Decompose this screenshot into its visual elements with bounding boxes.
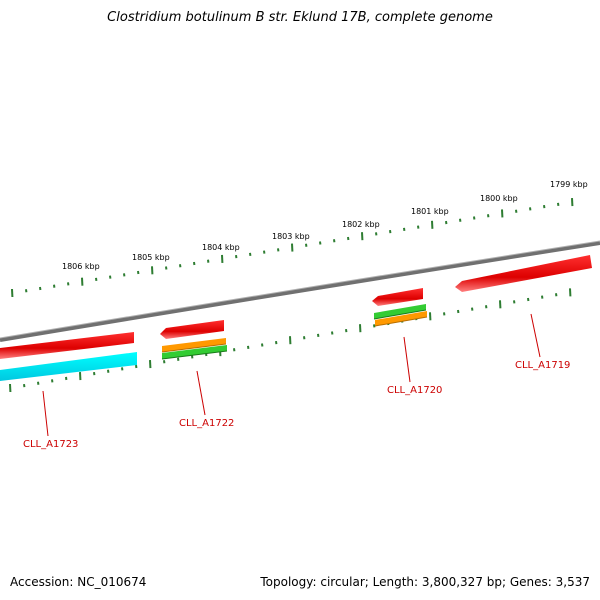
gene-feature-cll-a1719[interactable]	[455, 255, 592, 292]
kbp-label-1801: 1801 kbp	[411, 207, 449, 216]
kbp-label-1799: 1799 kbp	[550, 180, 588, 189]
gene-feature-cll-a1722[interactable]	[160, 320, 228, 360]
genome-summary-text: Topology: circular; Length: 3,800,327 bp…	[260, 575, 590, 589]
leader-line-cll-a1723	[42, 390, 49, 437]
genome-backbone-highlight	[0, 240, 600, 339]
gene-feature-cll-a1720[interactable]	[372, 288, 428, 327]
kbp-label-1804: 1804 kbp	[202, 243, 240, 252]
gene-label-cll-a1720[interactable]: CLL_A1720	[387, 385, 442, 396]
leader-line-cll-a1720	[403, 336, 411, 383]
map-title: Clostridium botulinum B str. Eklund 17B,…	[107, 10, 493, 25]
accession-text: Accession: NC_010674	[10, 575, 147, 589]
gene-label-cll-a1723[interactable]: CLL_A1723	[23, 439, 78, 450]
inner-tick-ring	[9, 288, 572, 393]
leader-line-cll-a1719	[530, 313, 541, 358]
gene-label-cll-a1722[interactable]: CLL_A1722	[179, 418, 234, 429]
gene-label-cll-a1719[interactable]: CLL_A1719	[515, 360, 570, 371]
kbp-label-1805: 1805 kbp	[132, 253, 170, 262]
kbp-label-1806: 1806 kbp	[62, 262, 100, 271]
leader-line-cll-a1722	[196, 370, 206, 416]
gene-feature-cll-a1723[interactable]	[0, 332, 137, 381]
kbp-label-1803: 1803 kbp	[272, 232, 310, 241]
outer-tick-ring	[11, 198, 574, 298]
kbp-label-1800: 1800 kbp	[480, 194, 518, 203]
kbp-label-1802: 1802 kbp	[342, 220, 380, 229]
genome-backbone	[0, 241, 600, 342]
